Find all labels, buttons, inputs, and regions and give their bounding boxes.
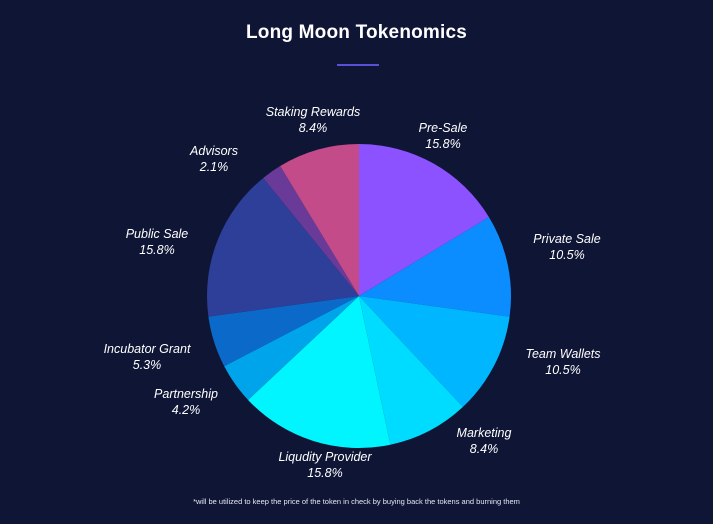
pie-slice-team-wallets (359, 296, 510, 407)
slice-label-value: 15.8% (425, 137, 460, 151)
slice-label-value: 8.4% (470, 442, 499, 456)
pie-slice-marketing (359, 296, 463, 445)
slice-label: Public Sale 15.8% (126, 227, 189, 257)
slice-label-name: Staking Rewards (266, 105, 361, 119)
slice-label: Marketing 8.4% (457, 426, 512, 456)
pie-labels: Pre-Sale 15.8%Private Sale 10.5%Team Walle… (104, 105, 601, 480)
pie-slice-private-sale (359, 217, 511, 317)
slice-label-value: 10.5% (545, 363, 580, 377)
slice-label-name: Advisors (189, 144, 238, 158)
slice-label-name: Marketing (457, 426, 512, 440)
footnote: *will be utilized to keep the price of t… (193, 497, 520, 506)
slice-label-value: 4.2% (172, 403, 201, 417)
chart-title: Long Moon Tokenomics (245, 22, 468, 43)
slice-label-value: 8.4% (299, 121, 328, 135)
pie-slice-pre-sale (359, 144, 489, 296)
slice-label: Incubator Grant 5.3% (104, 342, 191, 372)
slice-label-value: 10.5% (549, 248, 584, 262)
slice-label: Team Wallets 10.5% (525, 347, 600, 377)
slice-label: Liqudity Provider 15.8% (278, 450, 372, 480)
title-underline (337, 64, 379, 66)
slice-label: Pre-Sale 15.8% (419, 121, 468, 151)
slice-label-name: Liqudity Provider (278, 450, 372, 464)
slice-label: Staking Rewards 8.4% (266, 105, 361, 135)
pie-slice-staking-rewards (280, 144, 359, 296)
pie-slice-incubator-grant (208, 296, 359, 367)
slice-label-name: Pre-Sale (419, 121, 468, 135)
pie-slices (207, 144, 511, 448)
slice-label-name: Public Sale (126, 227, 189, 241)
slice-label-value: 15.8% (139, 243, 174, 257)
pie-slice-advisors (263, 166, 359, 296)
slice-label: Advisors 2.1% (189, 144, 238, 174)
slice-label-value: 15.8% (307, 466, 342, 480)
slice-label-value: 5.3% (133, 358, 162, 372)
slice-label-name: Private Sale (533, 232, 600, 246)
slice-label-name: Incubator Grant (104, 342, 191, 356)
pie-slice-liqudity-provider (248, 296, 391, 448)
slice-label-name: Partnership (154, 387, 218, 401)
pie-slice-public-sale (207, 177, 359, 317)
slice-label: Partnership 4.2% (154, 387, 218, 417)
slice-label-name: Team Wallets (525, 347, 600, 361)
slice-label-value: 2.1% (199, 160, 229, 174)
slice-label: Private Sale 10.5% (533, 232, 600, 262)
pie-slice-partnership (224, 296, 359, 400)
